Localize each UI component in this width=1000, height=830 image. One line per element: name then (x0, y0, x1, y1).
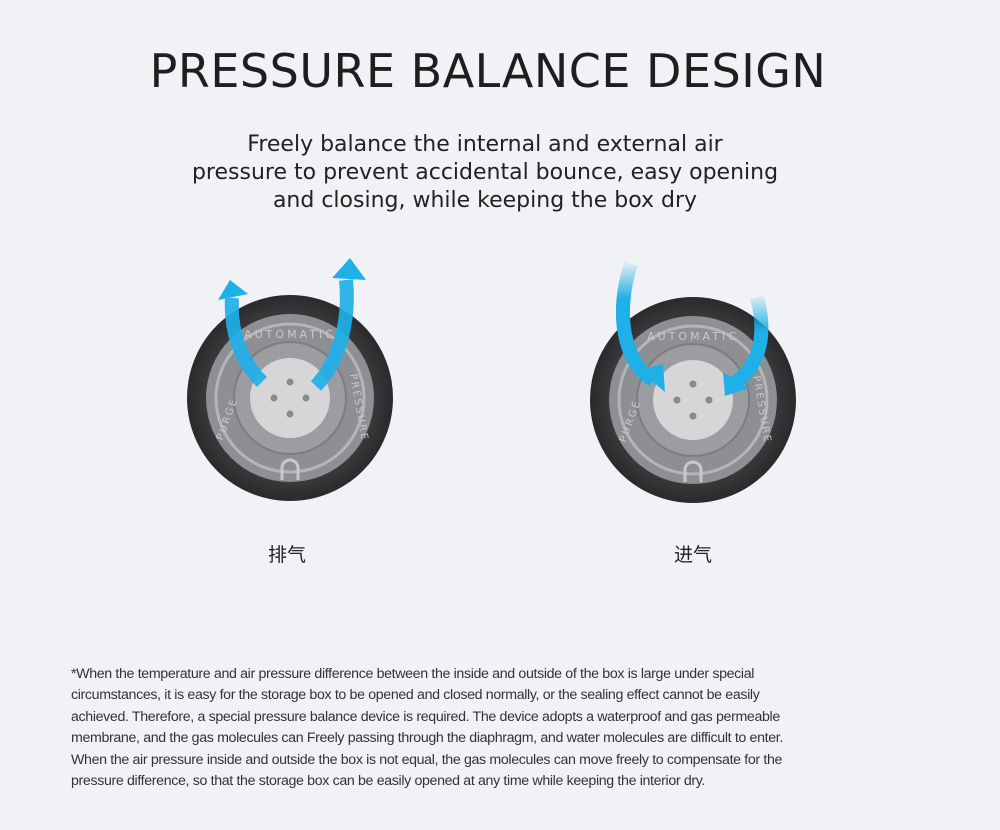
arrow-head (332, 258, 366, 280)
membrane (250, 358, 330, 438)
footnote-line: pressure difference, so that the storage… (71, 773, 706, 790)
exhaust-valve-image: AUTOMATIC PRESSURE PURGE (170, 250, 410, 530)
arrow-head (639, 364, 665, 392)
footnote-line: circumstances, it is easy for the storag… (71, 687, 760, 704)
arrow-head (218, 280, 248, 300)
arrow-up-icon (310, 279, 354, 391)
arrow-head (723, 372, 749, 396)
footnote-line: *When the temperature and air pressure d… (71, 666, 755, 682)
page-title: PRESSURE BALANCE DESIGN (149, 44, 827, 98)
arrow-down-icon (728, 295, 769, 390)
exhaust-label: 排气 (267, 545, 306, 566)
subtitle-line: Freely balance the internal and external… (247, 132, 723, 157)
ring-text-top: AUTOMATIC (244, 328, 336, 341)
membrane (653, 360, 733, 440)
intake-label: 进气 (673, 545, 712, 566)
arrow-up-icon (224, 297, 268, 387)
subtitle-line: and closing, while keeping the box dry (272, 188, 698, 213)
subtitle-line: pressure to prevent accidental bounce, e… (191, 160, 779, 185)
footnote: *When the temperature and air pressure d… (71, 664, 783, 792)
footnote-line: When the air pressure inside and outside… (71, 751, 783, 768)
footnote-line: membrane, and the gas molecules can Free… (71, 730, 783, 747)
footnote-line: achieved. Therefore, a special pressure … (71, 708, 780, 725)
intake-valve-image: AUTOMATIC PRESSURE PURGE (573, 252, 813, 532)
ring-text-top: AUTOMATIC (647, 330, 739, 343)
subtitle: Freely balance the internal and external… (0, 131, 970, 215)
